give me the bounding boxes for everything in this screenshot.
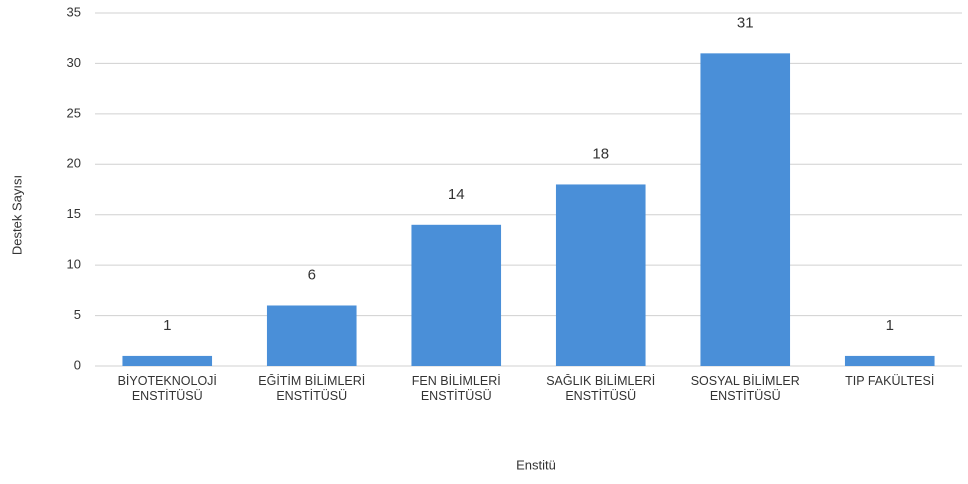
- x-axis-label: Enstitü: [516, 457, 556, 472]
- x-tick-label-box: FEN BİLİMLERİ ENSTİTÜSÜ: [411, 374, 501, 403]
- x-tick-label: FEN BİLİMLERİ ENSTİTÜSÜ: [411, 374, 501, 403]
- bar: [700, 53, 791, 366]
- value-label: 18: [592, 145, 609, 162]
- y-tick-label: 15: [67, 206, 81, 221]
- bar: [844, 355, 935, 366]
- y-tick-label: 25: [67, 105, 81, 120]
- bar: [122, 355, 213, 366]
- y-tick-label: 30: [67, 55, 81, 70]
- y-tick-label: 35: [67, 4, 81, 19]
- y-tick-label: 10: [67, 257, 81, 272]
- x-tick-label: BİYOTEKNOLOJİ ENSTİTÜSÜ: [117, 374, 217, 403]
- x-tick-label: EĞİTİM BİLİMLERİ ENSTİTÜSÜ: [258, 374, 366, 403]
- x-tick-label: TIP FAKÜLTESİ: [845, 374, 935, 388]
- bar: [266, 305, 357, 366]
- x-tick-label-box: SAĞLIK BİLİMLERİ ENSTİTÜSÜ: [546, 374, 656, 403]
- value-label: 1: [886, 317, 894, 334]
- value-label: 31: [737, 14, 754, 31]
- value-label: 1: [163, 317, 171, 334]
- bar: [411, 224, 502, 366]
- y-axis-label: Destek Sayısı: [9, 175, 24, 255]
- value-label: 14: [448, 186, 465, 203]
- x-tick-label-box: BİYOTEKNOLOJİ ENSTİTÜSÜ: [117, 374, 217, 403]
- x-tick-label-box: TIP FAKÜLTESİ: [845, 374, 935, 388]
- x-tick-label: SOSYAL BİLİMLER ENSTİTÜSÜ: [690, 374, 800, 403]
- x-tick-label-box: SOSYAL BİLİMLER ENSTİTÜSÜ: [690, 374, 800, 403]
- y-tick-label: 5: [74, 307, 81, 322]
- y-tick-label: 0: [74, 357, 81, 372]
- bar: [555, 184, 646, 366]
- y-tick-label: 20: [67, 156, 81, 171]
- x-tick-label: SAĞLIK BİLİMLERİ ENSTİTÜSÜ: [546, 374, 656, 403]
- value-label: 6: [308, 266, 316, 283]
- x-tick-label-box: EĞİTİM BİLİMLERİ ENSTİTÜSÜ: [258, 374, 366, 403]
